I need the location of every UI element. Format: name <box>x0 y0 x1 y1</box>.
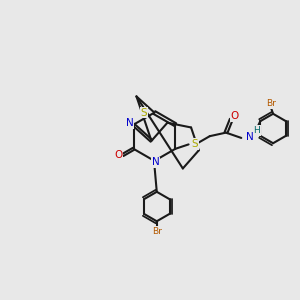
Text: N: N <box>152 158 160 167</box>
Text: N: N <box>246 132 254 142</box>
Text: H: H <box>253 126 260 135</box>
Text: O: O <box>114 150 122 160</box>
Text: Br: Br <box>152 227 162 236</box>
Text: O: O <box>231 111 239 121</box>
Text: S: S <box>141 108 147 118</box>
Text: S: S <box>191 139 198 149</box>
Text: Br: Br <box>266 99 276 108</box>
Text: N: N <box>126 118 134 128</box>
